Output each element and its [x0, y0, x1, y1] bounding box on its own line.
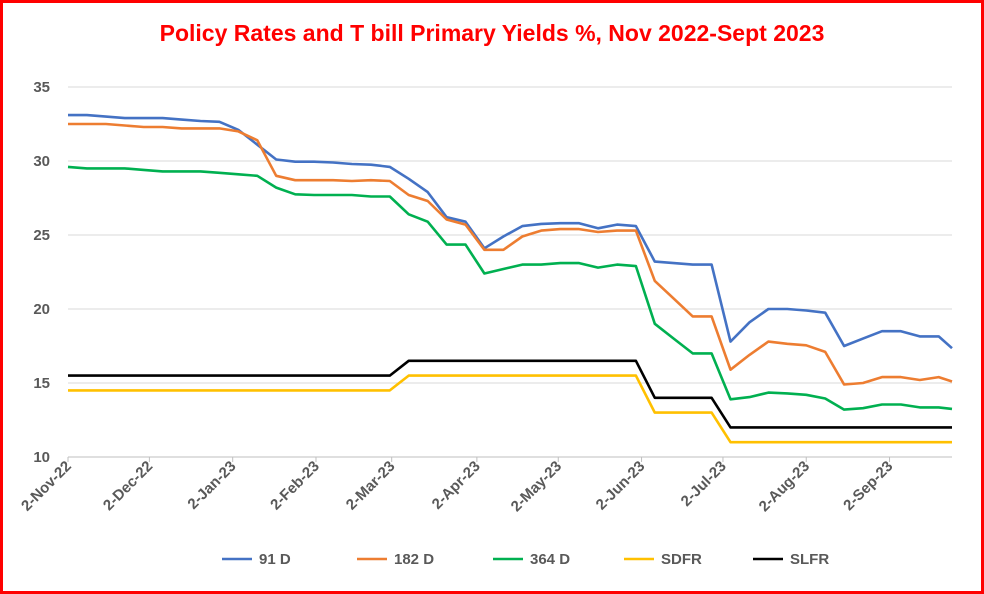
- legend-label: 91 D: [259, 551, 291, 568]
- series-lines: [67, 113, 953, 444]
- legend-label: SLFR: [790, 551, 829, 568]
- series-line-182-d: [68, 122, 953, 386]
- legend: 91 D 182 D 364 D SDFR SLFR: [222, 551, 829, 568]
- axes: 10 15 20 25 30 35 2-Nov-22 2-Dec-22 2-Jan-23 2-Fe…: [18, 79, 952, 515]
- x-tick-label: 2-Feb-23: [267, 458, 323, 514]
- series-line-slfr: [68, 359, 952, 429]
- legend-label: 182 D: [394, 551, 434, 568]
- x-tick-label: 2-Jul-23: [678, 458, 730, 510]
- x-tick-label: 2-Apr-23: [429, 458, 484, 513]
- legend-label: SDFR: [661, 551, 702, 568]
- gridlines: [68, 86, 952, 458]
- chart-title: Policy Rates and T bill Primary Yields %…: [159, 20, 825, 46]
- y-tick-label: 15: [33, 375, 50, 392]
- series-line-364-d: [67, 165, 953, 411]
- legend-label: 364 D: [530, 551, 570, 568]
- series-line-91-d: [68, 113, 953, 350]
- x-tick-label: 2-Dec-22: [100, 458, 156, 514]
- y-tick-label: 35: [33, 79, 50, 96]
- x-tick-label: 2-Sep-23: [840, 458, 896, 514]
- y-tick-label: 30: [33, 153, 50, 170]
- x-tick-label: 2-Aug-23: [756, 458, 813, 515]
- x-tick-label: 2-Mar-23: [343, 458, 399, 514]
- x-tick-label: 2-Jun-23: [593, 458, 649, 514]
- series-line-sdfr: [68, 374, 952, 444]
- x-tick-label: 2-May-23: [508, 458, 565, 515]
- y-tick-label: 25: [33, 227, 50, 244]
- y-tick-label: 10: [33, 449, 50, 466]
- y-tick-label: 20: [33, 301, 50, 318]
- x-tick-label: 2-Nov-22: [18, 458, 75, 515]
- x-tick-label: 2-Jan-23: [184, 458, 239, 513]
